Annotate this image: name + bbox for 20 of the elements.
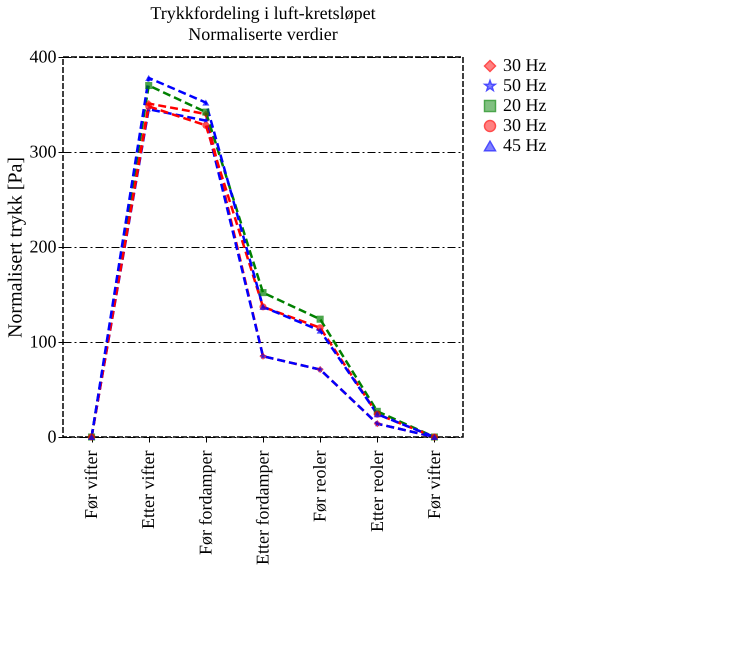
- legend-label: 30 Hz: [503, 55, 546, 75]
- legend-label: 45 Hz: [503, 135, 546, 155]
- x-tick-label: Før vifter: [81, 450, 102, 519]
- y-tick-label: 100: [30, 332, 56, 352]
- x-tick-label: Før vifter: [424, 450, 444, 519]
- y-tick-label: 0: [48, 426, 56, 446]
- x-tick-label: Før reoler: [310, 450, 330, 522]
- chart-subtitle: Normaliserte verdier: [188, 24, 338, 44]
- chart-title: Trykkfordeling i luft-kretsløpet: [150, 3, 376, 23]
- legend-label: 20 Hz: [503, 95, 546, 115]
- legend-label: 50 Hz: [503, 75, 546, 95]
- x-tick-label: Etter fordamper: [252, 450, 272, 565]
- y-tick-label: 400: [30, 46, 56, 66]
- y-tick-label: 200: [30, 236, 56, 256]
- x-tick-label: Før fordamper: [195, 450, 216, 555]
- legend-label: 30 Hz: [503, 115, 546, 135]
- y-axis-title: Normalisert trykk [Pa]: [4, 156, 26, 338]
- y-tick-label: 300: [30, 142, 56, 162]
- x-tick-label: Etter vifter: [138, 450, 158, 529]
- x-tick-label: Etter reoler: [366, 450, 387, 532]
